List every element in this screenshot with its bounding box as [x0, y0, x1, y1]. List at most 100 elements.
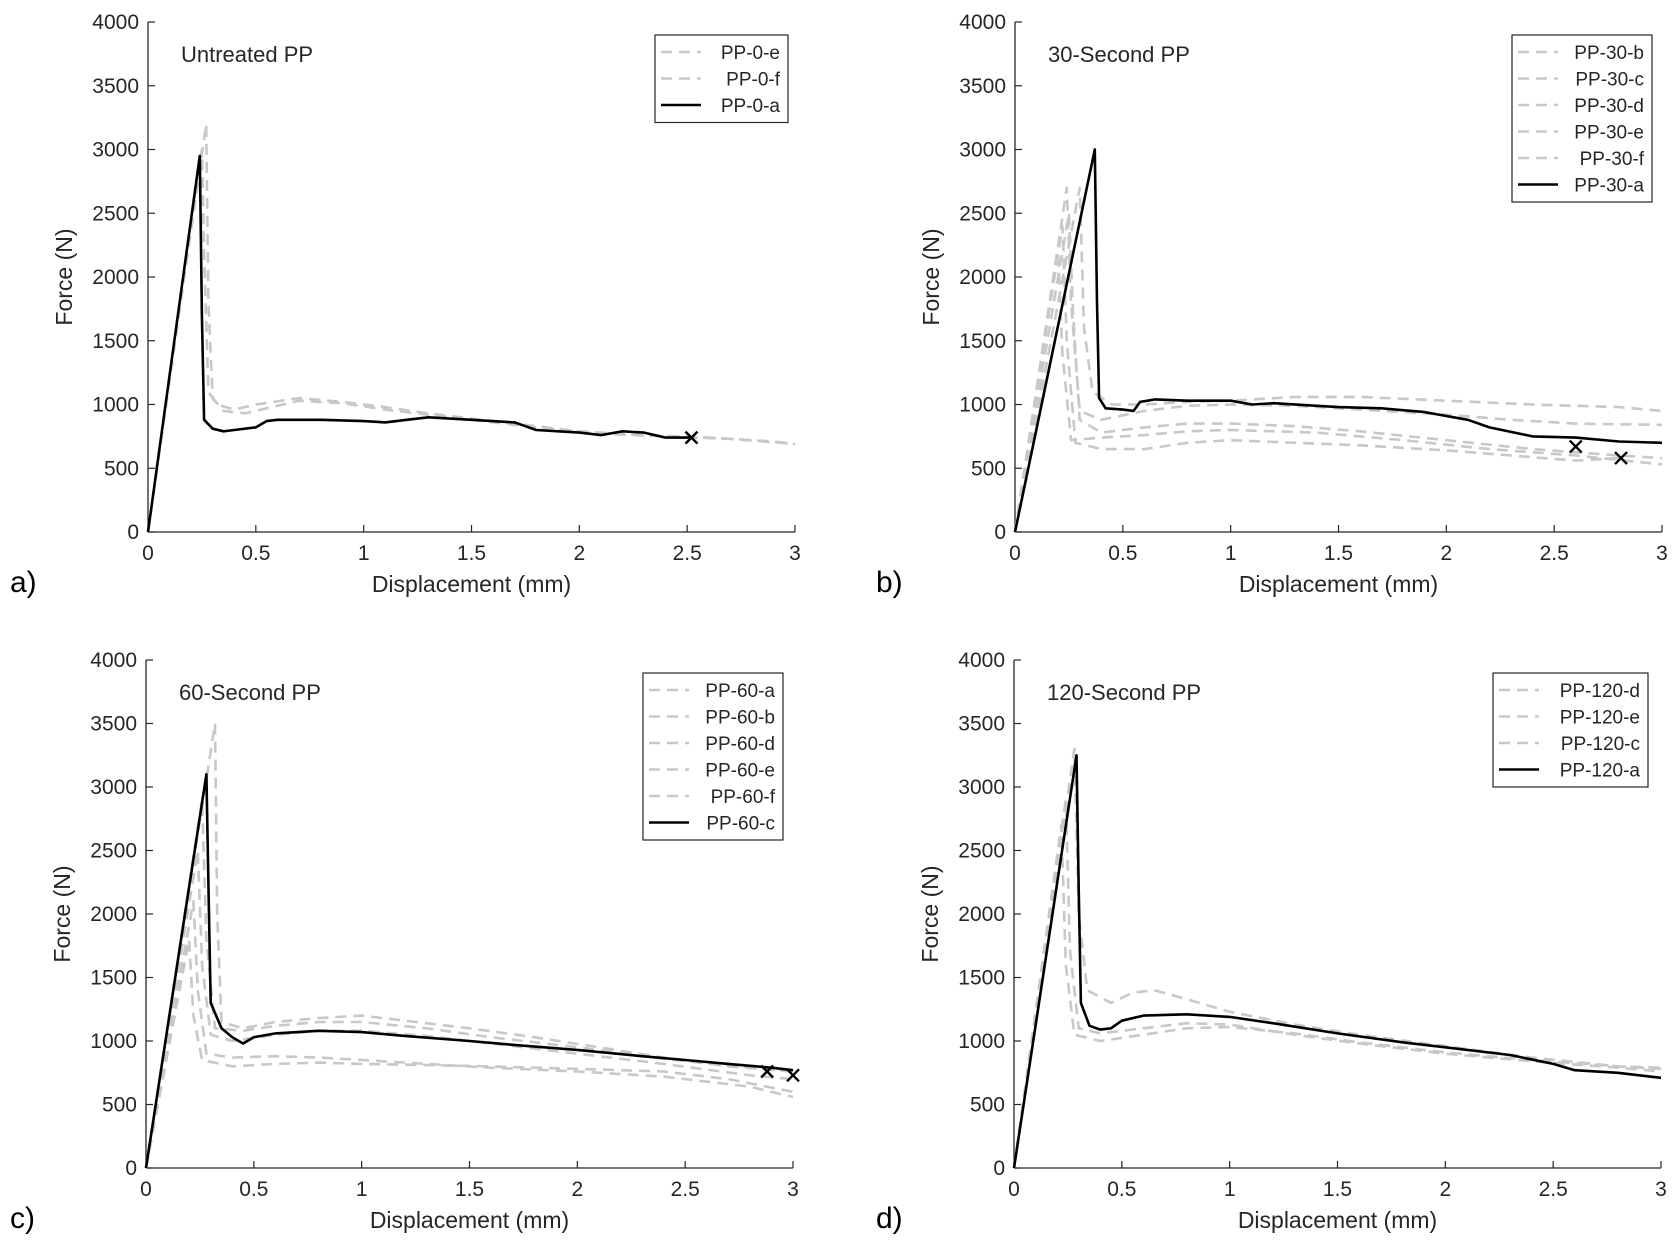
x-tick-label: 2 — [1439, 1178, 1451, 1201]
y-tick-label: 1000 — [958, 1030, 1005, 1053]
legend-entry: PP-0-f — [726, 70, 781, 91]
x-tick-label: 1.5 — [457, 542, 486, 565]
y-tick-label: 3000 — [90, 776, 137, 799]
y-tick-label: 500 — [104, 457, 139, 480]
y-tick-label: 2500 — [92, 202, 139, 225]
series-line-pp-120-e — [1012, 798, 1662, 1169]
x-axis-label: Displacement (mm) — [372, 571, 571, 597]
x-tick-label: 3 — [1656, 542, 1668, 565]
y-tick-label: 4000 — [958, 649, 1005, 672]
panel-title: 30-Second PP — [1048, 42, 1190, 67]
x-tick-label: 0 — [140, 1178, 152, 1201]
x-tick-label: 2 — [1440, 542, 1452, 565]
legend-entry: PP-60-c — [706, 814, 775, 835]
legend-entry: PP-0-a — [721, 96, 781, 117]
series-line-pp-60-a — [144, 722, 794, 1169]
x-tick-label: 1 — [356, 1178, 368, 1201]
x-tick-label: 0 — [1009, 542, 1021, 565]
series-line-pp-30-f — [1013, 186, 1663, 533]
y-tick-label: 0 — [125, 1157, 137, 1180]
legend-entry: PP-30-d — [1574, 96, 1644, 117]
panel-letter: b) — [876, 566, 903, 599]
legend-entry: PP-60-f — [711, 787, 776, 808]
y-tick-label: 500 — [971, 457, 1006, 480]
legend-box — [1492, 672, 1649, 788]
series-line-pp-120-d — [1012, 747, 1662, 1169]
y-tick-label: 4000 — [90, 649, 137, 672]
series-line-pp-30-e — [1013, 212, 1663, 533]
x-axis-label: Displacement (mm) — [370, 1207, 569, 1233]
series-line-pp-0-e — [146, 122, 796, 533]
series-line-pp-120-c — [1012, 823, 1662, 1169]
y-axis-label: Force (N) — [49, 865, 75, 962]
failure-marker — [684, 430, 699, 445]
legend-entry: PP-120-d — [1560, 681, 1640, 702]
x-tick-label: 1.5 — [1323, 1178, 1352, 1201]
y-tick-label: 0 — [994, 521, 1006, 544]
y-tick-label: 2000 — [92, 266, 139, 289]
y-tick-label: 3000 — [92, 139, 139, 162]
x-tick-label: 2.5 — [673, 542, 702, 565]
x-tick-label: 3 — [1655, 1178, 1667, 1201]
y-tick-label: 3500 — [959, 75, 1006, 98]
x-tick-label: 0.5 — [241, 542, 270, 565]
panel-title: 60-Second PP — [179, 680, 321, 705]
x-tick-label: 0.5 — [1107, 1178, 1136, 1201]
y-tick-label: 500 — [970, 1094, 1005, 1117]
y-tick-label: 2500 — [958, 840, 1005, 863]
x-tick-label: 1 — [1225, 542, 1237, 565]
y-tick-label: 2500 — [959, 202, 1006, 225]
legend-box — [654, 34, 789, 124]
y-tick-label: 3500 — [90, 713, 137, 736]
y-tick-label: 0 — [993, 1157, 1005, 1180]
x-tick-label: 1.5 — [455, 1178, 484, 1201]
x-tick-label: 2.5 — [1540, 542, 1569, 565]
y-tick-label: 1000 — [90, 1030, 137, 1053]
panel-title: 120-Second PP — [1047, 680, 1201, 705]
legend-entry: PP-30-b — [1574, 43, 1644, 64]
y-tick-label: 2500 — [90, 840, 137, 863]
x-tick-label: 3 — [789, 542, 801, 565]
y-tick-label: 3500 — [958, 713, 1005, 736]
series-line-pp-30-a — [1013, 148, 1663, 533]
series-line-pp-60-e — [144, 899, 794, 1169]
legend-entry: PP-30-e — [1574, 123, 1644, 144]
y-tick-label: 2000 — [959, 266, 1006, 289]
y-tick-label: 4000 — [92, 11, 139, 34]
x-tick-label: 2.5 — [671, 1178, 700, 1201]
y-axis-label: Force (N) — [917, 865, 943, 962]
y-tick-label: 2000 — [90, 903, 137, 926]
failure-marker — [1568, 439, 1583, 454]
series-line-pp-60-b — [144, 938, 794, 1169]
legend-entry: PP-30-f — [1580, 149, 1645, 170]
y-tick-label: 1500 — [958, 967, 1005, 990]
panel-d: 0 0.5 1 1.5 2 2.5 3 0 500 1000 1500 2000 2500 3000 350… — [876, 649, 1667, 1235]
series-line-pp-120-a — [1012, 753, 1662, 1169]
legend-entry: PP-120-e — [1560, 708, 1640, 729]
legend-entry: PP-30-a — [1574, 176, 1644, 197]
legend: PP-60-a PP-60-b PP-60-d PP-60-e PP-60-f PP-60… — [642, 672, 784, 841]
panel-letter: d) — [876, 1202, 903, 1235]
panel-a: 0 0.5 1 1.5 2 2.5 3 0 500 1000 1500 2000 2500 3000 350… — [10, 11, 801, 599]
panel-b: 0 0.5 1 1.5 2 2.5 3 0 500 1000 1500 2000 2500 3000 350… — [876, 11, 1668, 599]
x-tick-label: 3 — [787, 1178, 799, 1201]
legend: PP-120-d PP-120-e PP-120-c PP-120-a — [1492, 672, 1649, 788]
legend-entry: PP-60-e — [705, 761, 775, 782]
y-axis-label: Force (N) — [918, 228, 944, 325]
x-tick-label: 0.5 — [239, 1178, 268, 1201]
x-tick-label: 0 — [1008, 1178, 1020, 1201]
x-tick-label: 2.5 — [1539, 1178, 1568, 1201]
y-tick-label: 0 — [127, 521, 139, 544]
series-line-pp-30-d — [1013, 250, 1663, 533]
legend-entry: PP-30-c — [1575, 70, 1644, 91]
failure-marker — [1614, 451, 1628, 465]
legend-entry: PP-60-a — [705, 681, 775, 702]
legend-box — [1511, 34, 1653, 203]
y-tick-label: 1000 — [92, 394, 139, 417]
legend-entry: PP-60-d — [705, 734, 775, 755]
y-tick-label: 1500 — [959, 330, 1006, 353]
x-tick-label: 0 — [142, 542, 154, 565]
x-axis-label: Displacement (mm) — [1239, 571, 1438, 597]
x-tick-label: 1 — [1224, 1178, 1236, 1201]
